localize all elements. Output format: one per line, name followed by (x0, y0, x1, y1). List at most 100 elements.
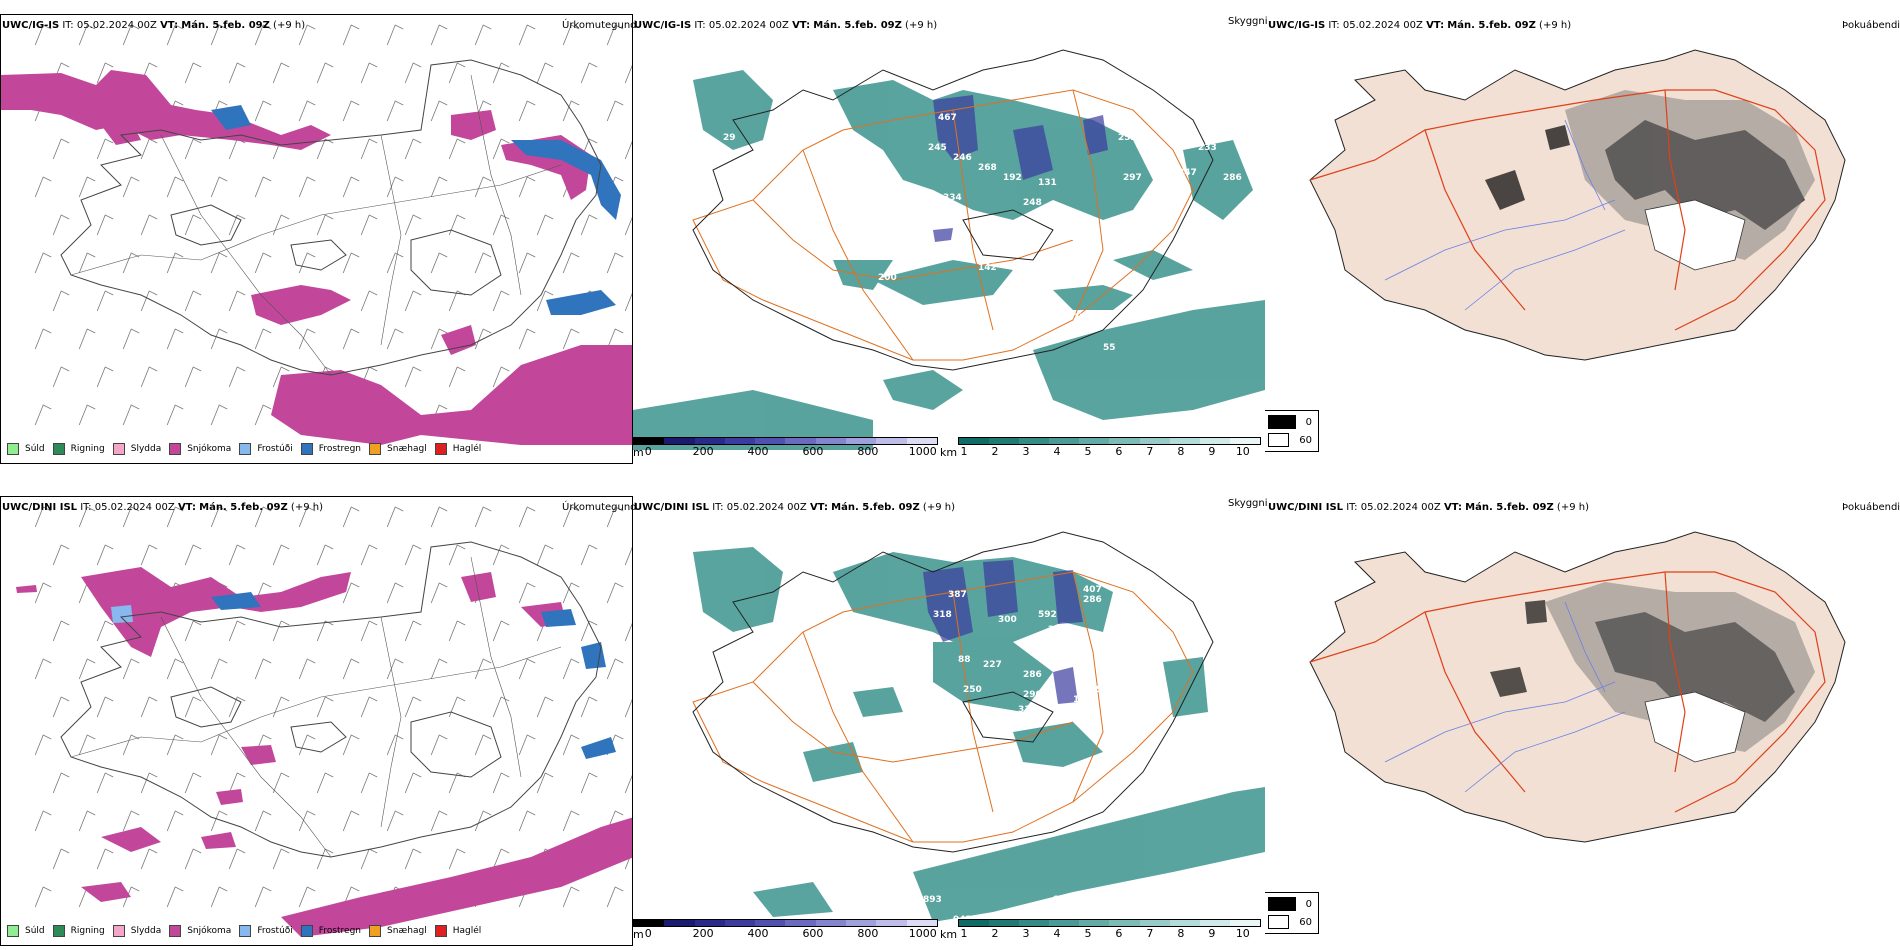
precip-legend-item: Súld (7, 443, 45, 455)
fog-legend-item: 60 (1268, 433, 1312, 447)
colorbar-segment (959, 438, 990, 444)
wind-barb (78, 24, 96, 46)
precip-type-title-row2: Úrkomutegund (562, 502, 637, 513)
cloud-base-label: 387 (948, 590, 967, 600)
wind-barb (254, 252, 272, 274)
wind-barb (624, 774, 632, 794)
legend-swatch (1268, 433, 1290, 447)
legend-label: 60 (1299, 916, 1312, 928)
cloudbase-unit-row2: m (633, 928, 644, 941)
cloud-base-label: 136 (1073, 695, 1092, 705)
wind-barb (360, 772, 378, 794)
wind-barb (404, 544, 422, 566)
wind-barb (386, 734, 404, 756)
cloud-base-label: 407 (1083, 585, 1102, 595)
wind-barb (210, 404, 228, 426)
wind-barb (298, 810, 316, 832)
wind-barb (492, 138, 510, 160)
legend-label: Frostúði (257, 444, 293, 454)
wind-barb (386, 100, 404, 122)
colorbar-segment (1169, 438, 1200, 444)
cloud-base-label: 29 (723, 133, 736, 143)
cloud-base-label: 834 (1028, 905, 1047, 915)
cloud-base-label: 256 (1048, 625, 1067, 635)
snow-area (16, 567, 632, 937)
legend-swatch (369, 443, 382, 455)
wind-barb (518, 100, 536, 122)
visibility-colorbar-row1: 1 2 3 4 5 6 7 8 9 10 (958, 437, 1261, 459)
wind-barb (78, 252, 96, 274)
wind-barb (316, 214, 334, 236)
precip-legend-item: Haglél (434, 925, 481, 937)
wind-barb (562, 658, 580, 680)
colorbar-segment (1139, 438, 1170, 444)
wind-barb (122, 886, 140, 908)
wind-barb (518, 176, 536, 198)
wind-barb (580, 772, 598, 794)
cloud-base-label: 846 (1148, 885, 1167, 895)
precip-legend-item: Snjókoma (169, 925, 231, 937)
wind-barb (210, 176, 228, 198)
cloud-map-row2: 387 407 318 300 592 286 256 88 227 286 250 290 207 18… (692, 531, 1265, 925)
wind-barb (96, 366, 114, 388)
legend-swatch (169, 925, 182, 937)
fog-legend-item: 0 (1268, 897, 1312, 911)
wind-barb (404, 696, 422, 718)
wind-barb (140, 214, 158, 236)
precip-legend-item: Slydda (112, 925, 161, 937)
header-row1-fog: UWC/IG-IS IT: 05.02.2024 00Z VT: Mán. 5.… (1268, 20, 1572, 31)
wind-barb (518, 810, 536, 832)
low-visibility-area (693, 547, 1265, 922)
wind-barb (140, 696, 158, 718)
wind-barb (448, 138, 466, 160)
wind-barb (122, 658, 140, 680)
wind-barb (536, 290, 554, 312)
cloud-base-label: 290 (1023, 690, 1042, 700)
legend-label: Súld (25, 926, 45, 936)
colorbar-segment (1199, 438, 1230, 444)
wind-barb (210, 886, 228, 908)
wind-barb (492, 620, 510, 642)
wind-barb (492, 62, 510, 84)
legend-label: Snæhagl (387, 926, 427, 936)
wind-barb (360, 62, 378, 84)
wind-barb (34, 582, 52, 604)
wind-barb (272, 366, 290, 388)
wind-barb (430, 328, 448, 350)
wind-barb (228, 848, 246, 870)
colorbar-segment (906, 438, 937, 444)
header-row2-precip: UWC/DINI ISL IT: 05.02.2024 00Z VT: Mán.… (2, 502, 323, 513)
wind-barb (360, 620, 378, 642)
wind-barb (430, 506, 448, 528)
wind-barb (624, 622, 632, 642)
wind-barb (386, 582, 404, 604)
wind-barb (430, 734, 448, 756)
colorbar-tick: 3 (1022, 445, 1030, 458)
wind-barb (430, 252, 448, 274)
cloudbase-colorbar-row2: 0 200 400 600 800 1000 (633, 919, 938, 941)
precip-legend-item: Frostregn (300, 443, 361, 455)
wind-barb (166, 810, 184, 832)
colorbar-tick: 2 (991, 445, 999, 458)
wind-barb (536, 62, 554, 84)
wind-barb (34, 404, 52, 426)
cloud-base-label: 482 (1203, 118, 1222, 128)
rivers (1384, 601, 1626, 793)
wind-barb (184, 848, 202, 870)
colorbar-segment (664, 920, 695, 926)
wind-barb (430, 582, 448, 604)
wind-barb (536, 772, 554, 794)
legend-swatch (52, 443, 65, 455)
wind-barb (492, 544, 510, 566)
wind-barb (404, 290, 422, 312)
precip-legend: Súld Rigning Slydda Snjókoma Frostúði Frostre… (7, 443, 489, 455)
wind-barb (386, 810, 404, 832)
roads (70, 74, 562, 376)
wind-barb (254, 176, 272, 198)
colorbar-segment (1019, 438, 1050, 444)
wind-barb (624, 216, 632, 236)
cloud-base-label: 88 (958, 655, 971, 665)
wind-barb (606, 328, 624, 350)
colorbar-tick: 10 (1235, 927, 1250, 940)
colorbar-segment (906, 920, 937, 926)
